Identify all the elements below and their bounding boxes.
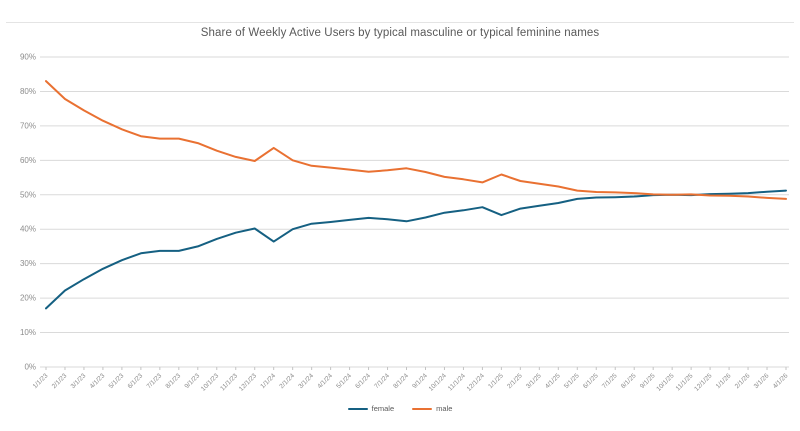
x-tick-label: 3/1/23 — [70, 372, 88, 390]
x-tick-label: 5/1/25 — [563, 372, 581, 390]
x-tick-label: 4/1/23 — [89, 372, 107, 390]
x-tick-label: 5/1/23 — [108, 372, 126, 390]
y-tick-label: 90% — [20, 53, 36, 62]
x-tick-label: 11/1/25 — [675, 372, 695, 392]
legend-label-female: female — [371, 404, 395, 413]
x-tick-label: 3/1/26 — [753, 372, 771, 390]
male-line-swatch — [412, 407, 433, 410]
x-tick-label: 2/1/23 — [51, 372, 69, 390]
y-tick-label: 30% — [20, 259, 36, 268]
y-tick-label: 0% — [24, 363, 36, 372]
x-tick-label: 10/1/25 — [655, 372, 676, 393]
chart-title: Share of Weekly Active Users by typical … — [200, 27, 600, 39]
x-tick-label: 1/1/23 — [32, 372, 50, 390]
x-tick-label: 10/1/24 — [428, 372, 449, 393]
x-tick-label: 2/1/24 — [278, 372, 296, 390]
x-tick-label: 7/1/23 — [146, 372, 164, 390]
x-tick-label: 12/1/23 — [238, 372, 259, 393]
x-tick-label: 9/1/23 — [183, 372, 201, 390]
y-tick-label: 20% — [20, 294, 36, 303]
y-tick-label: 70% — [20, 121, 36, 130]
x-tick-label: 9/1/25 — [639, 372, 657, 390]
x-tick-label: 4/1/26 — [772, 372, 790, 390]
x-tick-label: 6/1/25 — [582, 372, 600, 390]
x-tick-label: 11/1/24 — [447, 372, 467, 392]
x-tick-label: 8/1/24 — [392, 372, 410, 390]
legend-label-male: male — [436, 404, 453, 413]
x-tick-label: 4/1/24 — [316, 372, 334, 390]
y-tick-label: 10% — [20, 328, 36, 337]
series-line-female — [45, 189, 787, 310]
x-tick-label: 9/1/24 — [411, 372, 429, 390]
female-line-swatch — [347, 407, 368, 410]
x-tick-label: 1/1/26 — [715, 372, 733, 390]
x-tick-label: 11/1/23 — [219, 372, 239, 392]
x-tick-label: 1/1/25 — [487, 372, 505, 390]
x-tick-label: 10/1/23 — [200, 372, 221, 393]
legend-item-male[interactable]: male — [412, 405, 452, 413]
x-tick-label: 6/1/23 — [127, 372, 145, 390]
y-tick-label: 80% — [20, 87, 36, 96]
x-tick-label: 7/1/25 — [601, 372, 619, 390]
series-line-male — [45, 80, 787, 200]
x-tick-label: 2/1/26 — [734, 372, 752, 390]
x-tick-label: 12/1/24 — [466, 372, 487, 393]
x-tick-label: 6/1/24 — [354, 372, 372, 390]
y-tick-label: 60% — [20, 156, 36, 165]
top-divider — [6, 22, 794, 23]
y-tick-label: 50% — [20, 190, 36, 199]
x-tick-label: 12/1/25 — [693, 372, 714, 393]
x-tick-label: 4/1/25 — [544, 372, 562, 390]
chart-legend: female male — [0, 405, 800, 413]
x-tick-label: 8/1/25 — [620, 372, 638, 390]
y-tick-label: 40% — [20, 225, 36, 234]
x-tick-label: 2/1/25 — [506, 372, 524, 390]
legend-item-female[interactable]: female — [347, 404, 395, 413]
x-tick-label: 5/1/24 — [335, 372, 353, 390]
x-tick-label: 1/1/24 — [259, 372, 277, 390]
x-tick-label: 3/1/24 — [297, 372, 315, 390]
x-tick-label: 7/1/24 — [373, 372, 391, 390]
x-tick-label: 3/1/25 — [525, 372, 543, 390]
x-tick-label: 8/1/23 — [165, 372, 183, 390]
